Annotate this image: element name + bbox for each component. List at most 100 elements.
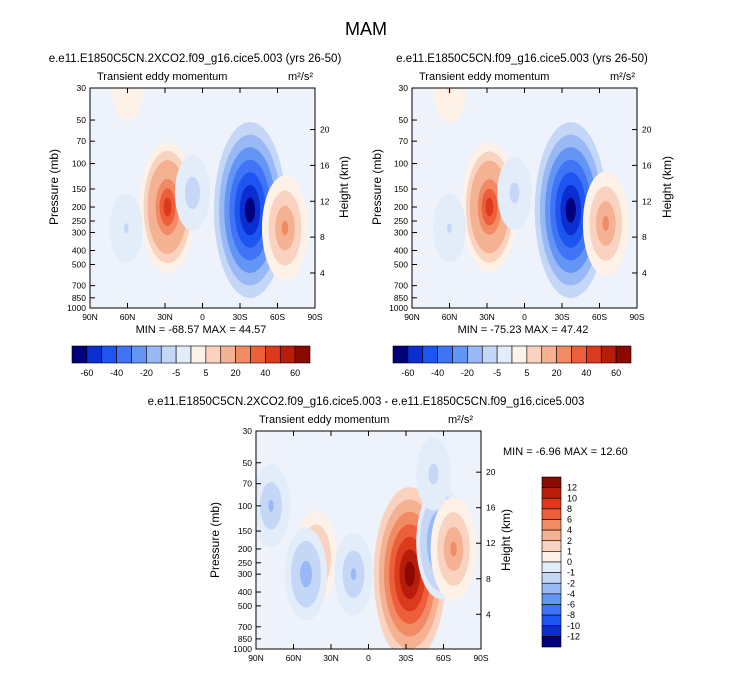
colorbar-label: 8 (567, 504, 572, 514)
panel-1-left-label: Transient eddy momentum (97, 71, 227, 83)
panel-3: e.e11.E1850C5CN.2XCO2.f09_g16.cice5.003 … (148, 396, 628, 663)
figure-title: MAM (345, 19, 387, 39)
x-tick-label: 60N (286, 653, 302, 663)
colorbar-label: 5 (524, 368, 529, 378)
colorbar-box (146, 345, 162, 364)
x-tick-label: 0 (366, 653, 371, 663)
colorbar-top-right: -60 -40 -20 -5 5 20 40 60 (392, 345, 632, 378)
y2-tick-label: 4 (642, 268, 647, 278)
y-tick-label: 250 (394, 216, 408, 226)
y-tick-label: 500 (238, 601, 252, 611)
colorbar-box (452, 345, 468, 364)
x-tick-label: 90N (404, 312, 420, 322)
colorbar-label: 1 (567, 546, 572, 556)
colorbar-label: 40 (260, 368, 270, 378)
y-tick-label: 50 (399, 115, 409, 125)
contour-negative-1-ring-1 (565, 197, 576, 223)
contour-field (109, 88, 309, 299)
y-tick-label: 850 (72, 293, 86, 303)
colorbar-box (541, 561, 562, 573)
colorbar-box (541, 497, 562, 510)
colorbar-label: 40 (581, 368, 591, 378)
colorbar-box (600, 345, 617, 364)
panel-1-units: m²/s² (288, 71, 313, 83)
y-tick-label: 1000 (67, 303, 86, 313)
colorbar-box (541, 551, 562, 563)
colorbar-box (556, 345, 572, 364)
colorbar-box (571, 345, 587, 364)
contour-positive-2-ring-1 (281, 220, 289, 236)
colorbar-box (541, 572, 562, 584)
y-tick-label: 100 (238, 501, 252, 511)
panel-2-stats: MIN = -75.23 MAX = 47.42 (458, 324, 589, 336)
colorbar-box (131, 345, 147, 364)
colorbar-box (541, 519, 562, 531)
colorbar-box (541, 604, 562, 616)
colorbar-box (175, 345, 192, 364)
colorbar-label: 0 (567, 557, 572, 567)
panel-2-units: m²/s² (610, 71, 635, 83)
colorbar-label: -12 (567, 631, 580, 641)
panel-3-stats: MIN = -6.96 MAX = 12.60 (503, 446, 628, 458)
panel-2-y2label: Height (km) (660, 156, 674, 218)
colorbar-box (541, 508, 562, 520)
y-tick-label: 200 (394, 202, 408, 212)
y-tick-label: 200 (72, 202, 86, 212)
y-tick-label: 300 (72, 227, 86, 237)
x-tick-label: 0 (200, 312, 205, 322)
contour-negative-3-ring-1 (447, 223, 452, 234)
y-tick-label: 700 (394, 281, 408, 291)
x-tick-label: 60S (592, 312, 607, 322)
y-tick-label: 1000 (233, 644, 252, 654)
colorbar-box (437, 345, 453, 364)
colorbar-box (541, 636, 562, 648)
colorbar-box (392, 345, 409, 364)
colorbar-box (615, 345, 632, 364)
y-tick-label: 400 (394, 246, 408, 256)
panel-1: e.e11.E1850C5CN.2XCO2.f09_g16.cice5.003 … (47, 53, 351, 336)
colorbar-label: 10 (567, 493, 577, 503)
contour-negative-5-ring-1 (512, 187, 517, 199)
colorbar-box (116, 345, 132, 364)
colorbar-label: -60 (80, 368, 93, 378)
y-tick-label: 150 (238, 526, 252, 536)
panel-2-title: e.e11.E1850C5CN.f09_g16.cice5.003 (yrs 2… (396, 53, 648, 65)
panel-3-title: e.e11.E1850C5CN.2XCO2.f09_g16.cice5.003 … (148, 396, 585, 408)
y2-tick-label: 8 (642, 232, 647, 242)
panel-1-ylabel: Pressure (mb) (47, 149, 61, 225)
colorbar-label: -6 (567, 600, 575, 610)
y-tick-label: 70 (77, 136, 87, 146)
colorbar-box (541, 593, 562, 605)
colorbar-box (541, 540, 562, 552)
y-tick-label: 30 (243, 426, 253, 436)
colorbar-box (101, 345, 117, 364)
colorbar-box (467, 345, 483, 364)
colorbar-label: -2 (567, 578, 575, 588)
colorbar-box (250, 345, 266, 364)
x-tick-label: 30N (157, 312, 173, 322)
panel-2-plot-area: 90N 60N 30N 0 30S 60S 90S 30 50 70 100 150 200 250300… (389, 83, 652, 322)
colorbar-label: 60 (611, 368, 621, 378)
y-tick-label: 400 (72, 246, 86, 256)
y2-tick-label: 8 (486, 574, 491, 584)
panel-1-stats: MIN = -68.57 MAX = 44.57 (136, 324, 267, 336)
contour-negative-5-ring-1 (189, 187, 196, 199)
colorbar-label: 6 (567, 515, 572, 525)
y-tick-label: 30 (77, 83, 87, 93)
y-tick-label: 150 (72, 184, 86, 194)
x-tick-label: 30S (398, 653, 413, 663)
y-tick-label: 500 (72, 260, 86, 270)
contour-negative-1-ring-1 (244, 197, 256, 223)
colorbar-box (71, 345, 88, 364)
y2-tick-label: 16 (320, 160, 330, 170)
colorbar-label: -40 (110, 368, 123, 378)
y2-tick-label: 16 (642, 160, 652, 170)
contour-positive-0-ring-1 (485, 197, 494, 217)
x-tick-label: 60S (270, 312, 285, 322)
colorbar-box (279, 345, 296, 364)
colorbar-box (541, 529, 562, 542)
colorbar-box (294, 345, 311, 364)
colorbar-label: 5 (203, 368, 208, 378)
contour-positive-2-ring-1 (602, 216, 610, 231)
